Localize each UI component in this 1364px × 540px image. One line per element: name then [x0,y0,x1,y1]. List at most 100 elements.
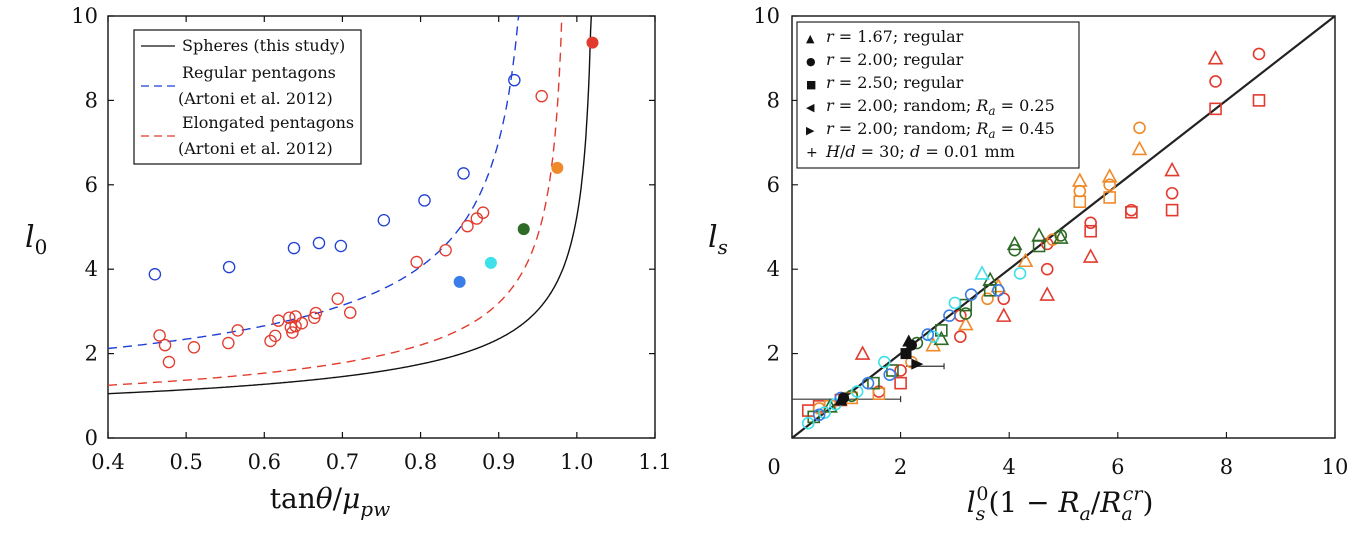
legend-part: a [988,127,995,141]
data-point-circle [1013,267,1027,280]
left-xtick-label: 0.7 [326,450,359,474]
left-xtick-label: 0.4 [91,450,124,474]
right-ytick-label: 2 [767,342,780,366]
legend-part: = 0.25 [996,96,1055,115]
left-xtick-label: 0.6 [248,450,281,474]
left-legend-box [133,29,362,165]
left-xtick-label: 1.0 [560,450,593,474]
right-legend-label: H/d = 30; d = 0.01 mm [825,142,1015,161]
data-point [289,319,302,333]
data-point-circle [948,296,962,310]
data-point-filled-right-triangle [911,358,924,370]
data-point [158,338,172,352]
left-points [148,36,599,369]
data-point-circle [1209,75,1222,88]
right-xtick-label: 8 [1220,455,1233,479]
data-point [312,236,326,250]
right-ytick-label: 10 [753,4,780,28]
data-point-square [1032,239,1046,253]
legend-part: r [826,50,835,69]
data-point-circle [812,408,826,422]
data-point [457,167,470,180]
data-point [287,241,301,255]
data-point [535,89,548,103]
legend-part: = 2.00; regular [834,50,964,69]
right-xtick-label: 6 [1111,455,1124,479]
data-point [418,194,431,207]
data-point-triangle [1039,286,1056,301]
data-point-square [1084,224,1097,238]
data-point-circle [1165,186,1179,200]
data-point-circle [1073,184,1087,198]
legend-part: a [988,104,995,118]
data-point-circle [850,385,864,398]
data-point-circle [943,309,956,322]
right-legend-label: r = 2.00; random; Ra = 0.25 [826,96,1055,118]
data-point-square [1165,203,1179,217]
data-point-square [983,283,997,297]
data-point-circle [801,416,815,430]
data-point-square [894,376,907,390]
data-point [439,243,452,257]
data-point-square [935,324,948,337]
data-point [334,239,348,253]
left-ytick-label: 6 [85,173,98,197]
right-xlabel: ls0(1 − Ra/Racr) [967,483,1154,525]
legend-part: r [826,27,835,46]
data-point [289,310,302,323]
data-point [148,268,162,281]
data-point-filled [586,36,599,49]
legend-part: r [826,96,835,115]
legend-part: = 2.00; random; [834,96,977,115]
legend-part: = 2.50; regular [834,73,964,92]
data-point [476,206,490,219]
data-point-circle [1103,178,1116,192]
right-xtick-label: 10 [1322,455,1349,479]
right-plot-frame [791,15,1336,439]
data-point [295,316,309,330]
data-point-filled [453,275,466,288]
data-point-filled [484,256,497,269]
data-point-circle [861,376,875,390]
data-point-circle [981,292,994,306]
data-point-circle [883,368,897,382]
legend-part: d [910,142,920,161]
left-xlabel: tanθ/μpw [270,482,390,521]
left-xtick-label: 0.5 [169,450,202,474]
data-point-triangle [854,345,871,360]
legend-regular-label: Regular pentagons [182,63,336,82]
left-ytick-label: 4 [85,257,98,281]
data-point-circle [818,406,831,419]
curve-regular-pentagons [107,15,520,350]
legend-part: H [825,142,841,161]
data-point [410,255,423,269]
left-ytick-label: 2 [85,342,98,366]
data-point-triangle [1006,235,1023,251]
left-xtick-label: 0.9 [482,450,515,474]
data-point-triangle [1017,252,1034,268]
data-point-filled-square [900,348,912,360]
legend-part: r [826,119,835,138]
data-point-square [867,376,880,390]
data-point [268,329,282,343]
right-legend-label: r = 1.67; regular [826,27,964,46]
data-point [309,306,323,320]
data-point-circle [1040,262,1054,276]
data-point [222,260,236,274]
left-ylabel: l0 [25,220,47,259]
data-point-circle [1133,121,1146,135]
data-point-circle [878,355,891,369]
right-legend-rows: ▲ r = 1.67; regular ● r = 2.00; regular ■ r =… [806,27,1055,161]
right-legend-symbol: + [806,145,818,161]
legend-part: r [826,73,835,92]
data-point-filled [517,223,530,236]
legend-part: R [975,96,988,115]
left-plot-frame [107,15,656,439]
data-point-circle [1084,216,1097,230]
right-legend-label: r = 2.00; random; Ra = 0.45 [826,119,1055,141]
data-point-triangle [933,330,950,346]
data-point-triangle [1052,229,1069,244]
right-legend-symbol: ▲ [806,32,815,45]
legend-spheres-label: Spheres (this study) [182,36,345,55]
